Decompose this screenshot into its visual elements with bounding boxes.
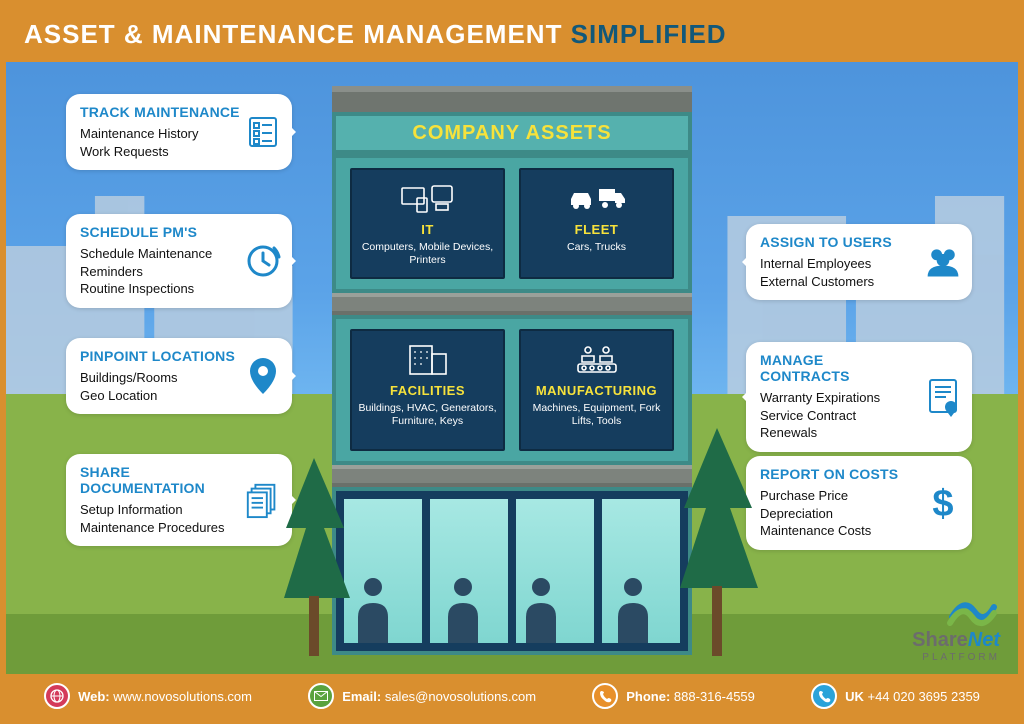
brand-name: ShareNet bbox=[912, 629, 1000, 652]
callout-line: Warranty Expirations bbox=[760, 389, 916, 407]
footer-web-value: www.novosolutions.com bbox=[113, 689, 252, 704]
footer-email: Email: sales@novosolutions.com bbox=[308, 683, 536, 709]
pin-icon bbox=[244, 357, 282, 395]
brand-swirl-icon bbox=[946, 595, 1000, 629]
lobby-pane bbox=[602, 499, 680, 643]
callout-line: Maintenance Procedures bbox=[80, 519, 244, 537]
brand-logo: ShareNet PLATFORM bbox=[912, 595, 1000, 663]
building-lobby bbox=[332, 487, 692, 655]
clock-icon bbox=[244, 242, 282, 280]
brand-sub: PLATFORM bbox=[922, 652, 1000, 663]
building-title: COMPANY ASSETS bbox=[412, 122, 611, 145]
tree-icon bbox=[672, 428, 762, 658]
panel-it-desc: Computers, Mobile Devices, Printers bbox=[358, 241, 497, 267]
header-accent: SIMPLIFIED bbox=[571, 19, 727, 49]
phone-icon bbox=[592, 683, 618, 709]
footer-email-label: Email: bbox=[342, 689, 381, 704]
facilities-icon bbox=[406, 341, 450, 377]
callout-schedule-pm-s: SCHEDULE PM'S Schedule Maintenance Remind… bbox=[66, 214, 292, 308]
callout-assign-to-users: ASSIGN TO USERS Internal EmployeesExterna… bbox=[746, 224, 972, 300]
lobby-pane bbox=[516, 499, 594, 643]
footer-phone-value: 888-316-4559 bbox=[674, 689, 755, 704]
callout-track-maintenance: TRACK MAINTENANCE Maintenance HistoryWork… bbox=[66, 94, 292, 170]
panel-it: IT Computers, Mobile Devices, Printers bbox=[350, 168, 505, 279]
users-icon bbox=[924, 243, 962, 281]
callout-title: MANAGE CONTRACTS bbox=[760, 352, 916, 384]
infographic-canvas: ASSET & MAINTENANCE MANAGEMENT SIMPLIFIE… bbox=[0, 0, 1024, 724]
callout-report-on-costs: REPORT ON COSTS Purchase PriceDepreciatio… bbox=[746, 456, 972, 550]
panel-manufacturing: MANUFACTURING Machines, Equipment, Fork … bbox=[519, 329, 674, 451]
callout-line: Setup Information bbox=[80, 501, 244, 519]
callout-title: TRACK MAINTENANCE bbox=[80, 104, 244, 120]
panel-fleet-desc: Cars, Trucks bbox=[567, 241, 626, 254]
svg-text:$: $ bbox=[932, 483, 953, 524]
building-ledge-2 bbox=[332, 465, 692, 487]
manufacturing-icon bbox=[572, 341, 622, 377]
panel-it-title: IT bbox=[421, 222, 434, 237]
building-roof bbox=[332, 86, 692, 112]
devices-icon bbox=[400, 180, 456, 216]
person-silhouette bbox=[440, 573, 486, 643]
callout-line: Geo Location bbox=[80, 387, 244, 405]
footer-web-label: Web: bbox=[78, 689, 110, 704]
building-title-band: COMPANY ASSETS bbox=[332, 112, 692, 154]
callout-line: Work Requests bbox=[80, 143, 244, 161]
callout-pinpoint-locations: PINPOINT LOCATIONS Buildings/RoomsGeo Loc… bbox=[66, 338, 292, 414]
mail-icon bbox=[308, 683, 334, 709]
panel-fleet-title: FLEET bbox=[575, 222, 619, 237]
callout-line: Schedule Maintenance Reminders bbox=[80, 245, 244, 280]
globe-icon bbox=[44, 683, 70, 709]
person-silhouette bbox=[610, 573, 656, 643]
callout-line: Internal Employees bbox=[760, 255, 916, 273]
footer-uk: UK +44 020 3695 2359 bbox=[811, 683, 980, 709]
footer-phone-label: Phone: bbox=[626, 689, 670, 704]
building-floor-1: IT Computers, Mobile Devices, Printers F… bbox=[332, 154, 692, 293]
person-silhouette bbox=[518, 573, 564, 643]
footer-bar: Web: www.novosolutions.com Email: sales@… bbox=[6, 674, 1018, 718]
callout-line: Purchase Price bbox=[760, 487, 916, 505]
fleet-icon bbox=[567, 180, 627, 216]
panel-manufacturing-title: MANUFACTURING bbox=[536, 383, 657, 398]
callout-line: Maintenance Costs bbox=[760, 522, 916, 540]
building-ledge bbox=[332, 293, 692, 315]
callout-line: Service Contract Renewals bbox=[760, 407, 916, 442]
footer-email-value: sales@novosolutions.com bbox=[385, 689, 536, 704]
header-prefix: ASSET & MAINTENANCE MANAGEMENT bbox=[24, 19, 571, 49]
header-bar: ASSET & MAINTENANCE MANAGEMENT SIMPLIFIE… bbox=[6, 6, 1018, 62]
panel-manufacturing-desc: Machines, Equipment, Fork Lifts, Tools bbox=[527, 402, 666, 428]
callout-line: Routine Inspections bbox=[80, 280, 244, 298]
footer-web: Web: www.novosolutions.com bbox=[44, 683, 252, 709]
footer-phone: Phone: 888-316-4559 bbox=[592, 683, 755, 709]
callout-title: SHARE DOCUMENTATION bbox=[80, 464, 244, 496]
checklist-icon bbox=[244, 113, 282, 151]
callout-share-documentation: SHARE DOCUMENTATION Setup InformationMain… bbox=[66, 454, 292, 546]
panel-facilities: FACILITIES Buildings, HVAC, Generators, … bbox=[350, 329, 505, 451]
callout-title: PINPOINT LOCATIONS bbox=[80, 348, 244, 364]
dollar-icon: $ bbox=[924, 484, 962, 522]
panel-facilities-desc: Buildings, HVAC, Generators, Furniture, … bbox=[358, 402, 497, 428]
page-title: ASSET & MAINTENANCE MANAGEMENT SIMPLIFIE… bbox=[24, 19, 727, 50]
callout-line: Maintenance History bbox=[80, 125, 244, 143]
contract-icon bbox=[924, 378, 962, 416]
building-floor-2: FACILITIES Buildings, HVAC, Generators, … bbox=[332, 315, 692, 465]
building: COMPANY ASSETS IT Computers, Mobile Devi… bbox=[332, 86, 692, 674]
lobby-pane bbox=[344, 499, 422, 643]
phone-alt-icon bbox=[811, 683, 837, 709]
callout-line: External Customers bbox=[760, 273, 916, 291]
callout-manage-contracts: MANAGE CONTRACTS Warranty ExpirationsServ… bbox=[746, 342, 972, 452]
callout-title: ASSIGN TO USERS bbox=[760, 234, 916, 250]
person-silhouette bbox=[350, 573, 396, 643]
tree-icon bbox=[274, 458, 354, 658]
callout-title: SCHEDULE PM'S bbox=[80, 224, 244, 240]
footer-uk-value: +44 020 3695 2359 bbox=[867, 689, 979, 704]
panel-fleet: FLEET Cars, Trucks bbox=[519, 168, 674, 279]
callout-line: Depreciation bbox=[760, 505, 916, 523]
lobby-pane bbox=[430, 499, 508, 643]
brand-name-b: Net bbox=[968, 629, 1000, 651]
callout-title: REPORT ON COSTS bbox=[760, 466, 916, 482]
brand-name-a: Share bbox=[912, 629, 968, 651]
footer-uk-label: UK bbox=[845, 689, 864, 704]
callout-line: Buildings/Rooms bbox=[80, 369, 244, 387]
panel-facilities-title: FACILITIES bbox=[390, 383, 465, 398]
